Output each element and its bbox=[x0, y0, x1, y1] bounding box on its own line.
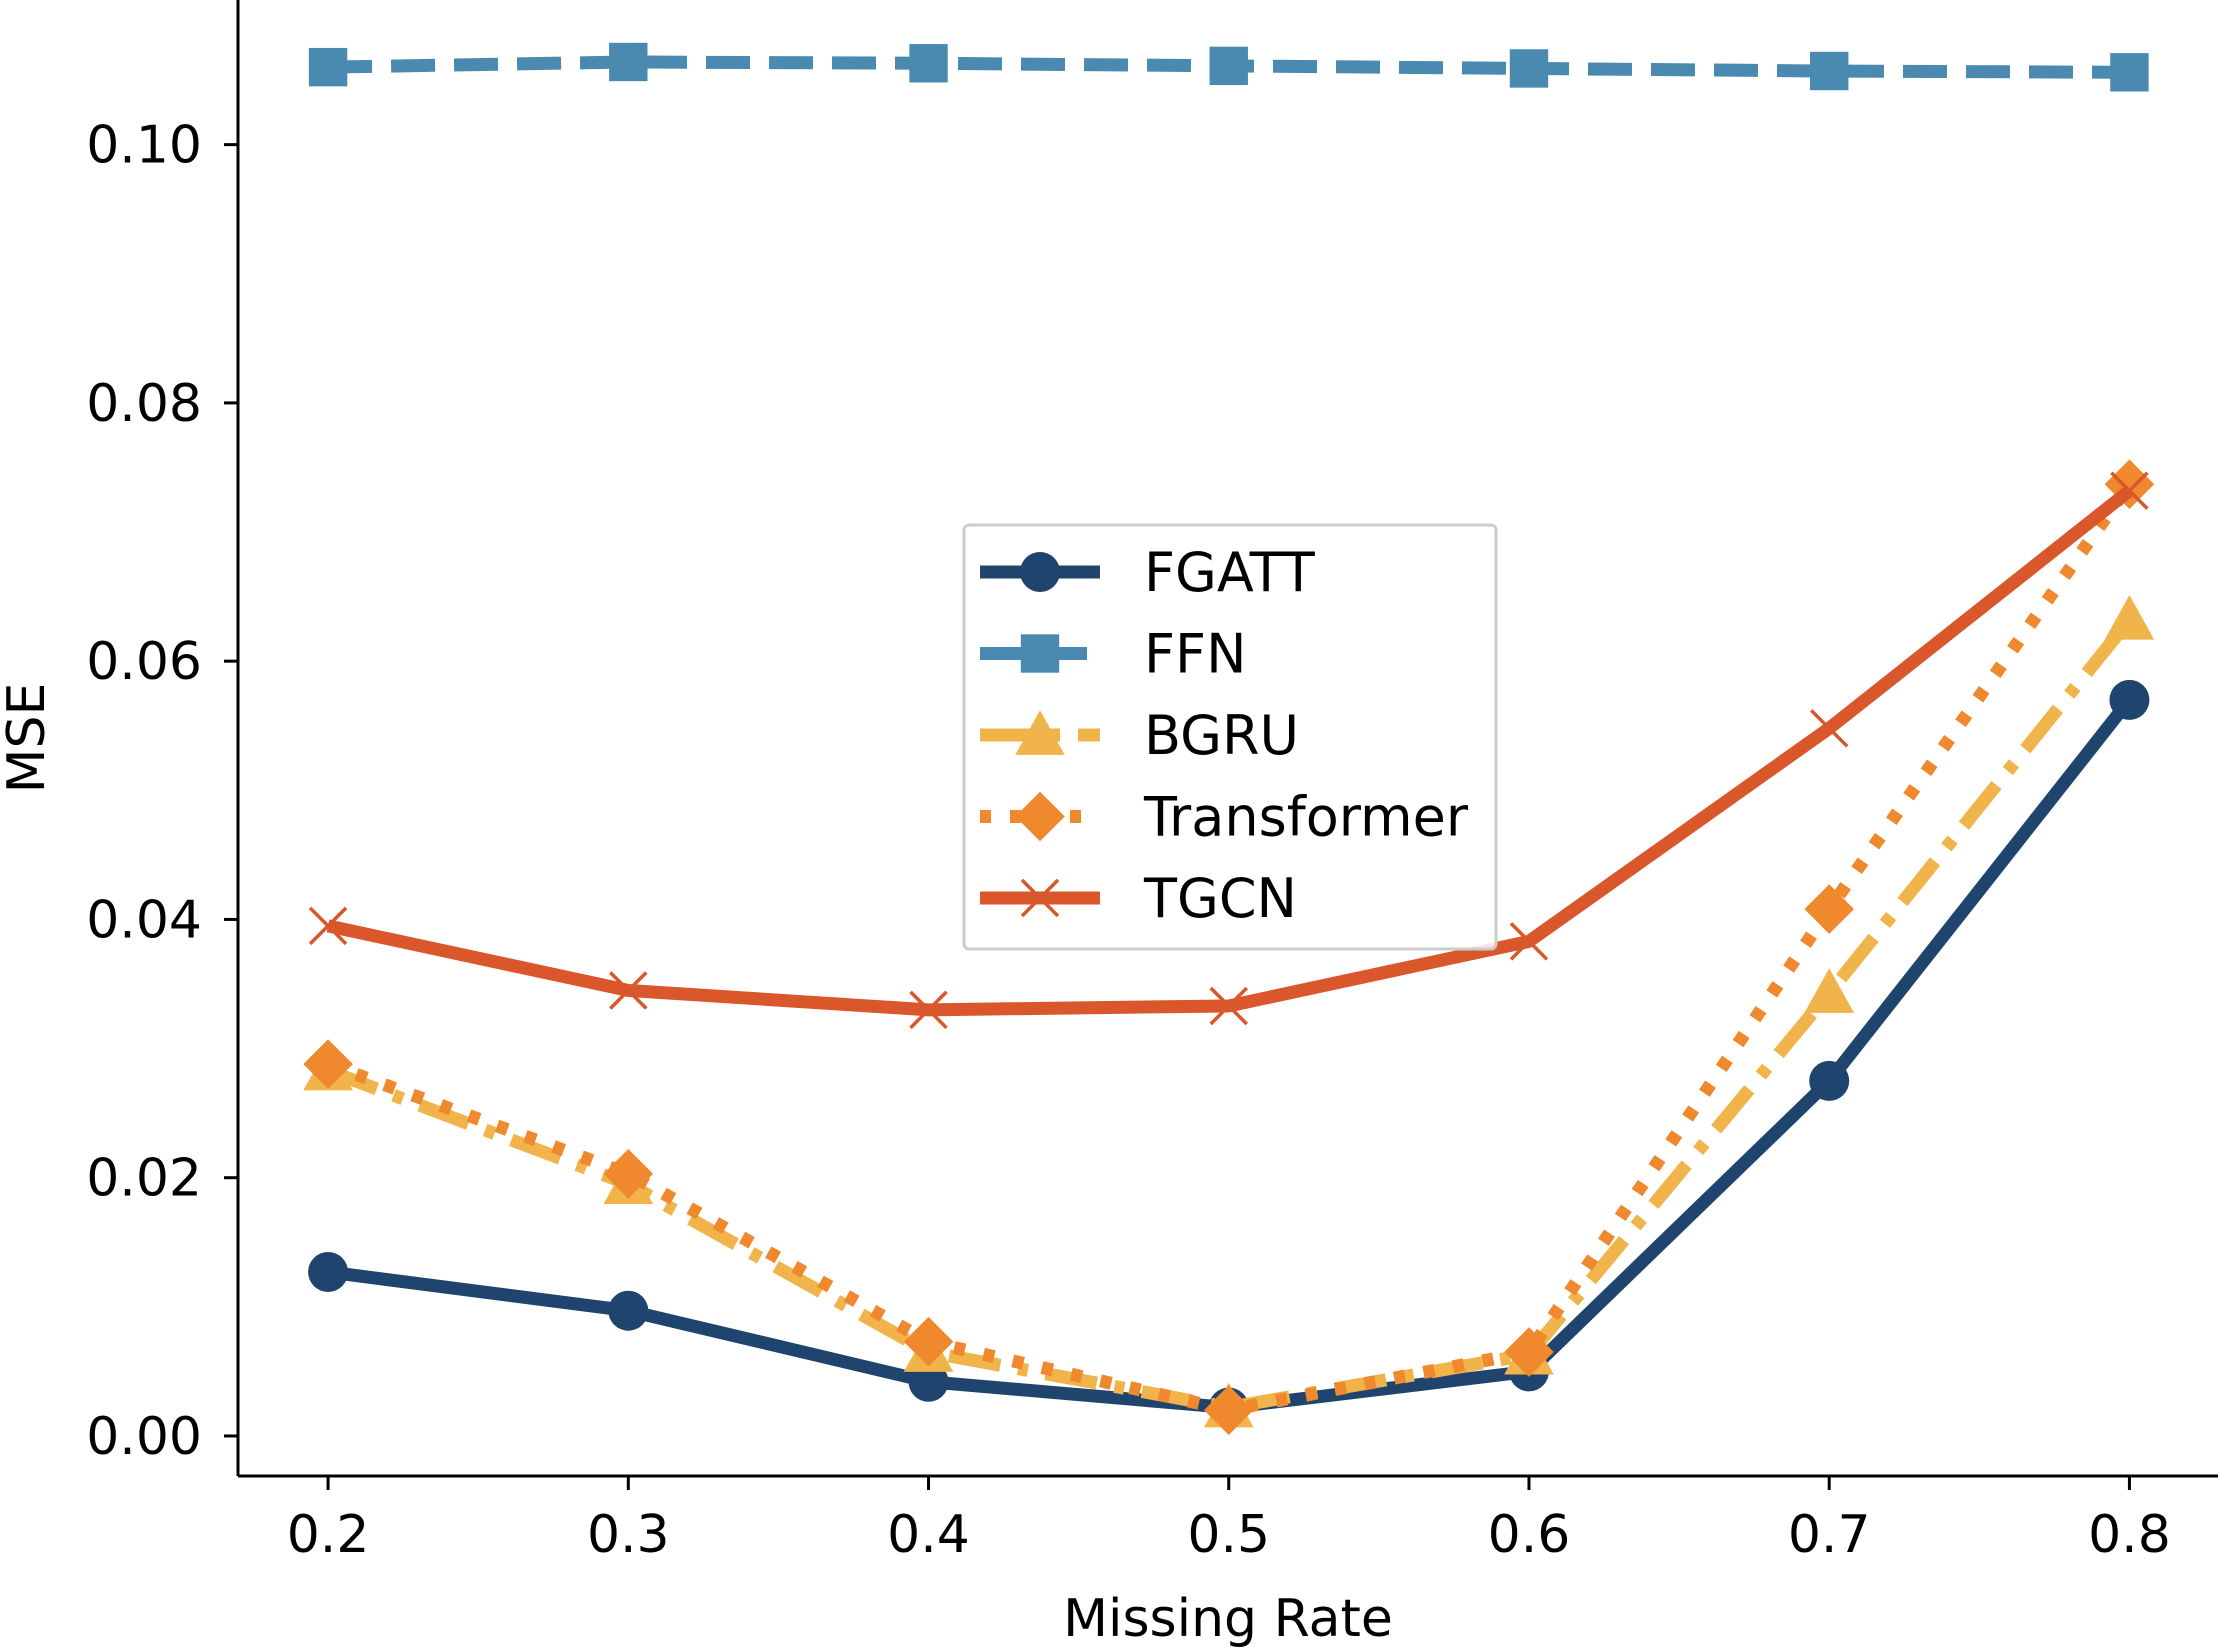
y-axis-ticks: 0.00 0.02 0.04 0.06 0.08 0.10 bbox=[86, 116, 238, 1467]
legend-entry-tgcn: TGCN bbox=[980, 867, 1297, 930]
data-point-transformer bbox=[903, 1316, 954, 1367]
data-point-transformer bbox=[1203, 1385, 1254, 1435]
x-axis-label: Missing Rate bbox=[1063, 1589, 1393, 1647]
x-tick-label: 0.2 bbox=[287, 1505, 370, 1565]
data-point-ffn bbox=[2110, 53, 2149, 92]
data-point-bgru bbox=[2104, 595, 2155, 640]
data-point-transformer bbox=[1504, 1327, 1554, 1377]
series-layer bbox=[303, 42, 2155, 1435]
data-point-fgatt bbox=[608, 1290, 649, 1331]
data-point-ffn bbox=[1209, 46, 1248, 86]
data-point-tgcn bbox=[909, 990, 948, 1030]
y-tick-label: 0.00 bbox=[86, 1407, 202, 1467]
data-point-transformer bbox=[603, 1149, 654, 1199]
data-point-transformer bbox=[1804, 884, 1855, 934]
legend-marker-fgatt bbox=[1020, 552, 1060, 592]
legend: FGATT FFN BGRU Transformer TGCN bbox=[962, 523, 1498, 951]
x-tick-label: 0.3 bbox=[587, 1505, 670, 1565]
y-axis-label: MSE bbox=[0, 683, 57, 794]
legend-marker-bgru bbox=[1015, 710, 1065, 755]
series-ffn bbox=[308, 42, 2149, 92]
legend-box bbox=[962, 523, 1498, 951]
data-point-ffn bbox=[308, 47, 348, 87]
data-point-ffn bbox=[909, 44, 948, 83]
series-transformer bbox=[303, 459, 2155, 1435]
legend-entry-ffn: FFN bbox=[980, 623, 1247, 686]
x-tick-label: 0.7 bbox=[1788, 1505, 1871, 1565]
y-tick-label: 0.10 bbox=[86, 116, 202, 176]
legend-entry-fgatt: FGATT bbox=[980, 541, 1316, 604]
data-point-tgcn bbox=[1209, 986, 1248, 1026]
series-tgcn bbox=[308, 471, 2149, 1030]
data-point-tgcn bbox=[308, 906, 348, 946]
data-point-fgatt bbox=[1809, 1060, 1850, 1101]
y-tick-label: 0.04 bbox=[86, 890, 202, 950]
data-point-tgcn bbox=[1509, 922, 1549, 961]
x-tick-label: 0.8 bbox=[2088, 1505, 2171, 1565]
legend-marker-ffn bbox=[1020, 634, 1060, 673]
y-tick-label: 0.02 bbox=[86, 1149, 202, 1209]
data-point-fgatt bbox=[2109, 679, 2150, 720]
data-point-transformer bbox=[303, 1039, 353, 1089]
y-tick-label: 0.08 bbox=[86, 374, 202, 434]
legend-label: BGRU bbox=[1144, 704, 1299, 767]
legend-label: FFN bbox=[1144, 623, 1247, 686]
data-point-tgcn bbox=[1809, 709, 1849, 748]
x-tick-label: 0.6 bbox=[1488, 1505, 1571, 1565]
x-axis-ticks: 0.2 0.3 0.4 0.5 0.6 0.7 0.8 bbox=[287, 1476, 2171, 1565]
data-point-tgcn bbox=[2110, 471, 2149, 510]
legend-entry-bgru: BGRU bbox=[980, 704, 1299, 767]
y-tick-label: 0.06 bbox=[86, 632, 202, 692]
x-tick-label: 0.4 bbox=[887, 1505, 970, 1565]
legend-label: FGATT bbox=[1144, 541, 1316, 604]
data-point-transformer bbox=[2104, 459, 2155, 510]
data-point-fgatt bbox=[308, 1251, 349, 1292]
data-point-ffn bbox=[1509, 49, 1549, 88]
data-point-bgru bbox=[1804, 968, 1855, 1013]
legend-marker-tgcn bbox=[1020, 878, 1060, 918]
legend-label: Transformer bbox=[1143, 786, 1469, 849]
data-point-tgcn bbox=[609, 971, 648, 1010]
legend-label: TGCN bbox=[1143, 867, 1297, 930]
data-point-ffn bbox=[1810, 51, 1849, 91]
x-tick-label: 0.5 bbox=[1187, 1505, 1270, 1565]
legend-entry-transformer: Transformer bbox=[980, 786, 1469, 849]
legend-marker-transformer bbox=[1015, 791, 1065, 842]
data-point-ffn bbox=[609, 42, 648, 82]
